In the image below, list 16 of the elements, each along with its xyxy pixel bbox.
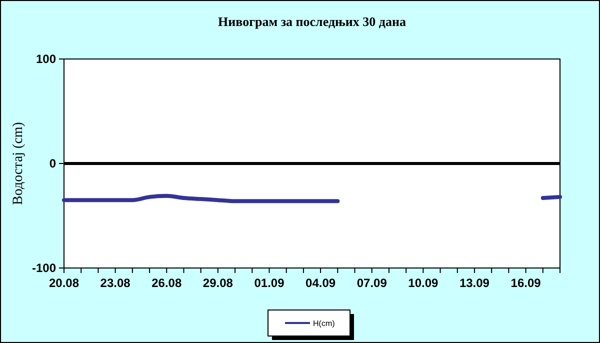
y-tick-label: 0 — [49, 156, 56, 170]
x-tick-label: 16.09 — [510, 276, 542, 290]
x-tick-label: 20.08 — [48, 276, 80, 290]
x-tick-label: 23.08 — [100, 276, 131, 290]
chart-title: Нивограм за последњих 30 дана — [218, 14, 406, 29]
y-tick-label: -100 — [32, 261, 56, 275]
y-axis-title: Водостај (cm) — [11, 122, 26, 205]
legend-label: H(cm) — [313, 319, 336, 328]
x-tick-label: 13.09 — [459, 276, 490, 290]
x-tick-label: 07.09 — [356, 276, 388, 290]
x-tick-label: 10.09 — [408, 276, 439, 290]
x-tick-label: 29.08 — [202, 276, 234, 290]
x-tick-label: 01.09 — [254, 276, 285, 290]
x-tick-label: 04.09 — [306, 276, 336, 290]
x-tick-label: 26.08 — [152, 276, 182, 290]
y-tick-label: 100 — [36, 52, 56, 66]
